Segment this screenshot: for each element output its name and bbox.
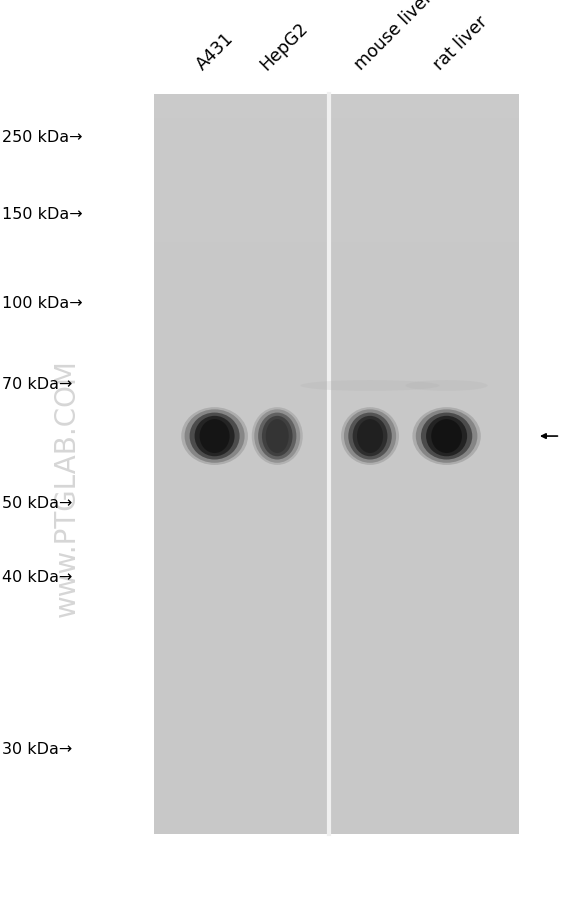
Text: 250 kDa→: 250 kDa→ xyxy=(2,130,82,144)
Ellipse shape xyxy=(181,408,248,465)
Text: 50 kDa→: 50 kDa→ xyxy=(2,496,72,511)
Text: mouse liver: mouse liver xyxy=(351,0,437,74)
Ellipse shape xyxy=(426,417,467,456)
Text: 150 kDa→: 150 kDa→ xyxy=(2,207,82,222)
Ellipse shape xyxy=(341,408,399,465)
Text: A431: A431 xyxy=(193,30,238,74)
Ellipse shape xyxy=(348,413,392,460)
Text: HepG2: HepG2 xyxy=(256,19,311,74)
Ellipse shape xyxy=(344,410,396,464)
Ellipse shape xyxy=(405,381,488,391)
Ellipse shape xyxy=(200,419,230,454)
Ellipse shape xyxy=(252,408,303,465)
Ellipse shape xyxy=(357,419,383,454)
Ellipse shape xyxy=(258,413,296,460)
Ellipse shape xyxy=(421,413,472,460)
Ellipse shape xyxy=(184,410,245,464)
Text: rat liver: rat liver xyxy=(430,13,491,74)
FancyBboxPatch shape xyxy=(154,95,519,834)
Text: 30 kDa→: 30 kDa→ xyxy=(2,741,72,756)
Ellipse shape xyxy=(416,410,477,464)
Ellipse shape xyxy=(262,417,292,456)
Ellipse shape xyxy=(254,410,300,464)
Text: 100 kDa→: 100 kDa→ xyxy=(2,296,82,310)
Ellipse shape xyxy=(431,419,462,454)
Ellipse shape xyxy=(190,413,240,460)
Text: 40 kDa→: 40 kDa→ xyxy=(2,570,72,584)
Ellipse shape xyxy=(353,417,387,456)
Ellipse shape xyxy=(195,417,234,456)
Ellipse shape xyxy=(266,419,289,454)
Text: www.PTGLAB.COM: www.PTGLAB.COM xyxy=(53,358,81,616)
Ellipse shape xyxy=(300,381,440,391)
Text: 70 kDa→: 70 kDa→ xyxy=(2,377,72,391)
Ellipse shape xyxy=(412,408,481,465)
